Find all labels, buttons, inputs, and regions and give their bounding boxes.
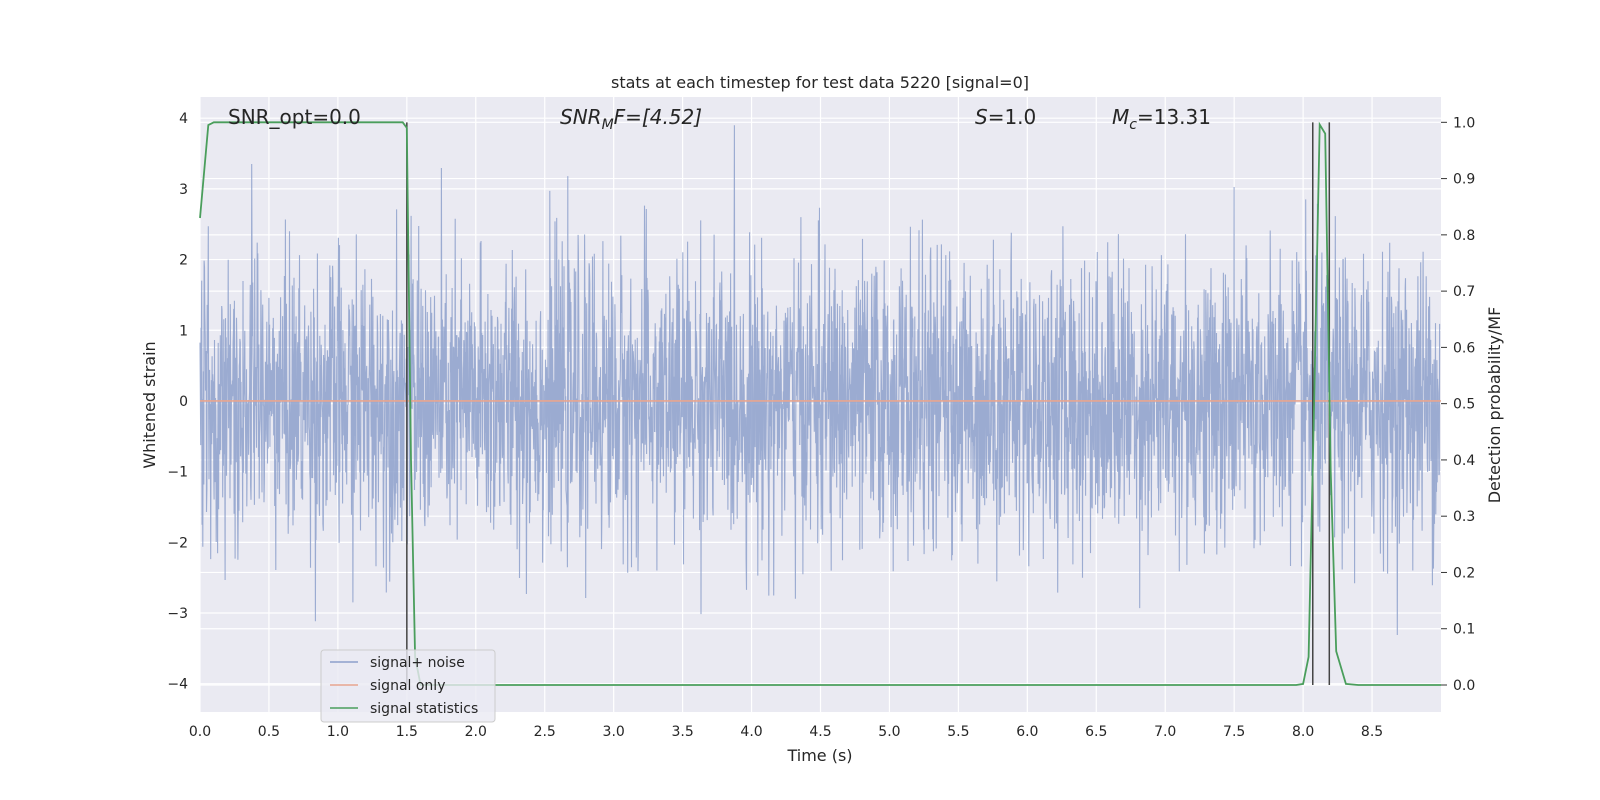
x-tick-label: 4.0	[740, 724, 762, 740]
mc-subscript: c	[1129, 117, 1137, 133]
mc-value: =13.31	[1137, 105, 1211, 129]
x-ticks: 0.0 0.5 1.0 1.5 2.0 2.5 3.0 3.5 4.0 4.5 5.0 5.5 6.0 6…	[189, 724, 1383, 740]
legend-box	[320, 649, 496, 723]
right-tick-label: 0.8	[1453, 228, 1475, 244]
snr-opt-annotation: SNR_opt=0.0	[228, 105, 361, 129]
snr-mf-value: F=[4.52]	[614, 105, 702, 129]
x-tick-label: 0.5	[258, 724, 280, 740]
y-tick-label: −4	[167, 677, 188, 693]
x-tick-label: 6.0	[1016, 724, 1038, 740]
x-tick-label: 2.5	[534, 724, 556, 740]
x-tick-label: 6.5	[1085, 724, 1107, 740]
right-tick-label: 1.0	[1453, 115, 1475, 131]
snr-mf-subscript: M	[602, 117, 614, 133]
x-tick-label: 7.5	[1223, 724, 1245, 740]
y-tick-label: −1	[167, 465, 188, 481]
x-tick-label: 3.0	[603, 724, 625, 740]
y-tick-label: 2	[179, 253, 188, 269]
y-tick-label: 1	[179, 323, 188, 339]
x-tick-label: 3.5	[671, 724, 693, 740]
statistics-series	[199, 121, 1441, 686]
x-axis-label: Time (s)	[786, 746, 852, 765]
right-tick-label: 0.4	[1453, 453, 1475, 469]
y-tick-label: −2	[167, 535, 188, 551]
right-tick-label: 0.9	[1453, 172, 1475, 188]
right-tick-label: 0.2	[1453, 565, 1475, 581]
x-tick-label: 4.5	[809, 724, 831, 740]
y-right-axis-label: Detection probability/MF	[1485, 307, 1504, 504]
snr-mf-annotation: SNRMF=[4.52]	[560, 105, 702, 133]
right-tick-label: 0.7	[1453, 284, 1475, 300]
y-tick-label: 3	[179, 182, 188, 198]
snr-mf-symbol: SNR	[560, 105, 602, 129]
y-tick-label: −3	[167, 606, 188, 622]
y-tick-label: 0	[179, 394, 188, 410]
x-tick-label: 8.0	[1292, 724, 1314, 740]
x-tick-label: 2.0	[465, 724, 487, 740]
x-tick-label: 7.0	[1154, 724, 1176, 740]
right-tick-label: 0.5	[1453, 397, 1475, 413]
y-ticks: −4 −3 −2 −1 0 1 2 3 4	[167, 111, 188, 693]
mc-symbol: M	[1112, 105, 1129, 129]
right-tick-label: 0.0	[1453, 678, 1475, 694]
legend: signal+ noise signal only signal statist…	[320, 649, 496, 723]
right-tick-label: 0.1	[1453, 622, 1475, 638]
x-tick-label: 5.5	[947, 724, 969, 740]
statistics-line	[199, 121, 1441, 686]
legend-label-signal: signal only	[370, 678, 445, 694]
right-tick-label: 0.3	[1453, 509, 1475, 525]
x-tick-label: 8.5	[1361, 724, 1383, 740]
x-tick-label: 5.0	[878, 724, 900, 740]
s-annotation: S=1.0	[975, 105, 1036, 129]
mc-annotation: Mc=13.31	[1112, 105, 1211, 133]
y-tick-label: 4	[179, 111, 188, 127]
s-symbol: S	[975, 105, 988, 129]
chart-title: stats at each timestep for test data 522…	[611, 73, 1029, 92]
s-value: =1.0	[988, 105, 1037, 129]
legend-label-noise: signal+ noise	[370, 655, 465, 671]
y-axis-label: Whitened strain	[140, 341, 159, 468]
legend-label-statistics: signal statistics	[370, 701, 478, 717]
x-tick-label: 1.5	[396, 724, 418, 740]
x-tick-label: 1.0	[327, 724, 349, 740]
x-tick-label: 0.0	[189, 724, 211, 740]
right-ticks: 0.0 0.1 0.2 0.3 0.4 0.5 0.6 0.7 0.8 0.9 1.0	[1453, 115, 1475, 694]
right-tick-label: 0.6	[1453, 340, 1475, 356]
